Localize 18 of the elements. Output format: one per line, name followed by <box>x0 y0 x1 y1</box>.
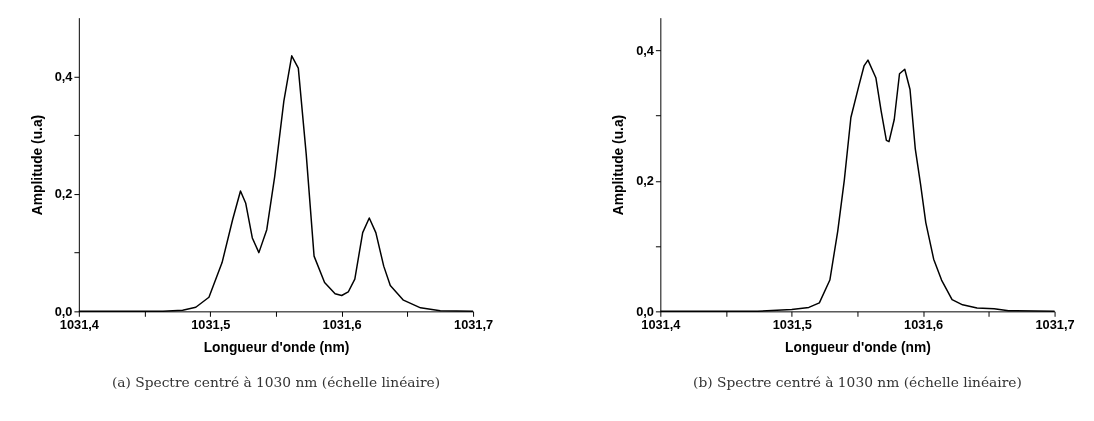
x-tick-label: 1031,6 <box>322 316 362 332</box>
y-tick-label: 0,4 <box>54 68 74 84</box>
x-tick-label: 1031,5 <box>772 316 812 332</box>
y-tick-label: 0,2 <box>636 173 654 189</box>
y-tick-label: 0,4 <box>636 42 655 58</box>
y-tick-label: 0,2 <box>54 186 73 202</box>
text: (a) Spectre centré à 1030 nm (échelle linéaire) <box>111 374 441 391</box>
x-tick-label: 1031,7 <box>1035 316 1075 332</box>
x-axis-title: Longueur d'onde (nm) <box>785 340 931 356</box>
x-axis-title: Longueur d'onde (nm) <box>203 340 350 356</box>
y-tick-label: 0,0 <box>54 303 73 319</box>
y-axis-title: Amplitude (u.a) <box>29 114 45 216</box>
x-tick-label: 1031,6 <box>904 316 944 332</box>
text: (b) Spectre centré à 1030 nm (échelle linéaire) <box>693 374 1022 391</box>
y-tick-label: 0,0 <box>636 303 654 319</box>
x-tick-label: 1031,7 <box>454 316 494 332</box>
x-tick-label: 1031,5 <box>191 316 231 332</box>
y-axis-title: Amplitude (u.a) <box>611 114 627 216</box>
